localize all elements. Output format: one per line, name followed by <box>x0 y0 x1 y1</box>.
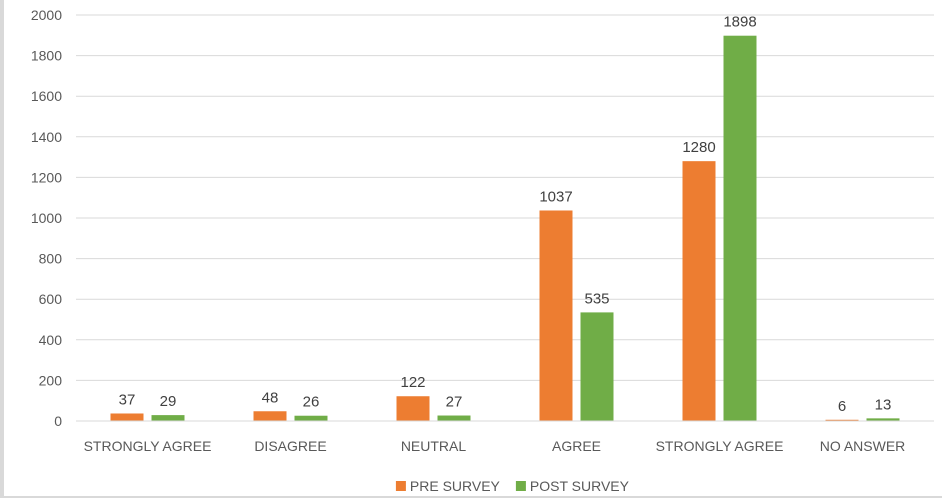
x-axis-categories: STRONGLY AGREE DISAGREE NEUTRAL AGREE STRONG… <box>84 438 906 454</box>
gridlines <box>76 14 934 381</box>
pre-survey-bar <box>682 161 716 421</box>
y-tick-label: 600 <box>39 291 63 307</box>
pre-survey-bar <box>253 411 287 421</box>
legend-swatch-post-survey <box>515 481 526 491</box>
data-label: 13 <box>875 396 892 413</box>
y-tick-label: 400 <box>39 332 63 348</box>
data-label: 6 <box>838 398 846 415</box>
y-tick-label: 800 <box>39 251 63 267</box>
x-category-label: NO ANSWER <box>820 438 906 454</box>
x-category-label: STRONGLY AGREE <box>84 438 212 454</box>
y-tick-label: 200 <box>39 372 63 388</box>
x-category-label: DISAGREE <box>254 438 326 454</box>
post-survey-bar <box>294 415 328 421</box>
pre-survey-bar <box>396 396 430 421</box>
data-labels: 37 29 48 26 122 27 1037 535 1280 1898 6 13 <box>119 14 892 415</box>
data-label: 1037 <box>539 188 572 205</box>
post-survey-bar <box>437 415 471 421</box>
data-label: 1898 <box>723 14 756 31</box>
y-tick-label: 0 <box>54 413 62 429</box>
data-label: 1280 <box>682 139 715 156</box>
data-label: 37 <box>119 391 136 408</box>
data-label: 29 <box>160 393 177 410</box>
y-tick-label: 1600 <box>31 88 62 104</box>
y-tick-label: 1400 <box>31 129 62 145</box>
legend: PRE SURVEY POST SURVEY <box>395 478 630 494</box>
data-label: 535 <box>584 290 609 307</box>
pre-survey-bar <box>539 210 573 421</box>
post-survey-bar <box>866 418 900 421</box>
y-tick-label: 1800 <box>31 48 62 64</box>
bars <box>110 35 900 422</box>
pre-survey-bar <box>825 419 859 421</box>
data-label: 48 <box>262 389 279 406</box>
data-label: 26 <box>303 394 320 411</box>
x-category-label: NEUTRAL <box>401 438 467 454</box>
legend-swatch-pre-survey <box>395 481 406 491</box>
bar-chart: 0 200 400 600 800 1000 1200 1400 1600 1800 2000 37… <box>31 7 934 494</box>
y-tick-label: 1000 <box>31 210 62 226</box>
post-survey-bar <box>151 415 185 421</box>
y-axis-ticks: 0 200 400 600 800 1000 1200 1400 1600 1800 2000 <box>31 7 62 429</box>
post-survey-bar <box>723 35 757 422</box>
y-tick-label: 1200 <box>31 169 62 185</box>
data-label: 27 <box>446 394 463 411</box>
legend-label-pre-survey: PRE SURVEY <box>410 478 501 494</box>
x-category-label: AGREE <box>552 438 601 454</box>
post-survey-bar <box>580 312 614 421</box>
x-category-label: STRONGLY AGREE <box>656 438 784 454</box>
legend-label-post-survey: POST SURVEY <box>530 478 630 494</box>
pre-survey-bar <box>110 413 144 421</box>
y-tick-label: 2000 <box>31 7 62 23</box>
data-label: 122 <box>400 374 425 391</box>
